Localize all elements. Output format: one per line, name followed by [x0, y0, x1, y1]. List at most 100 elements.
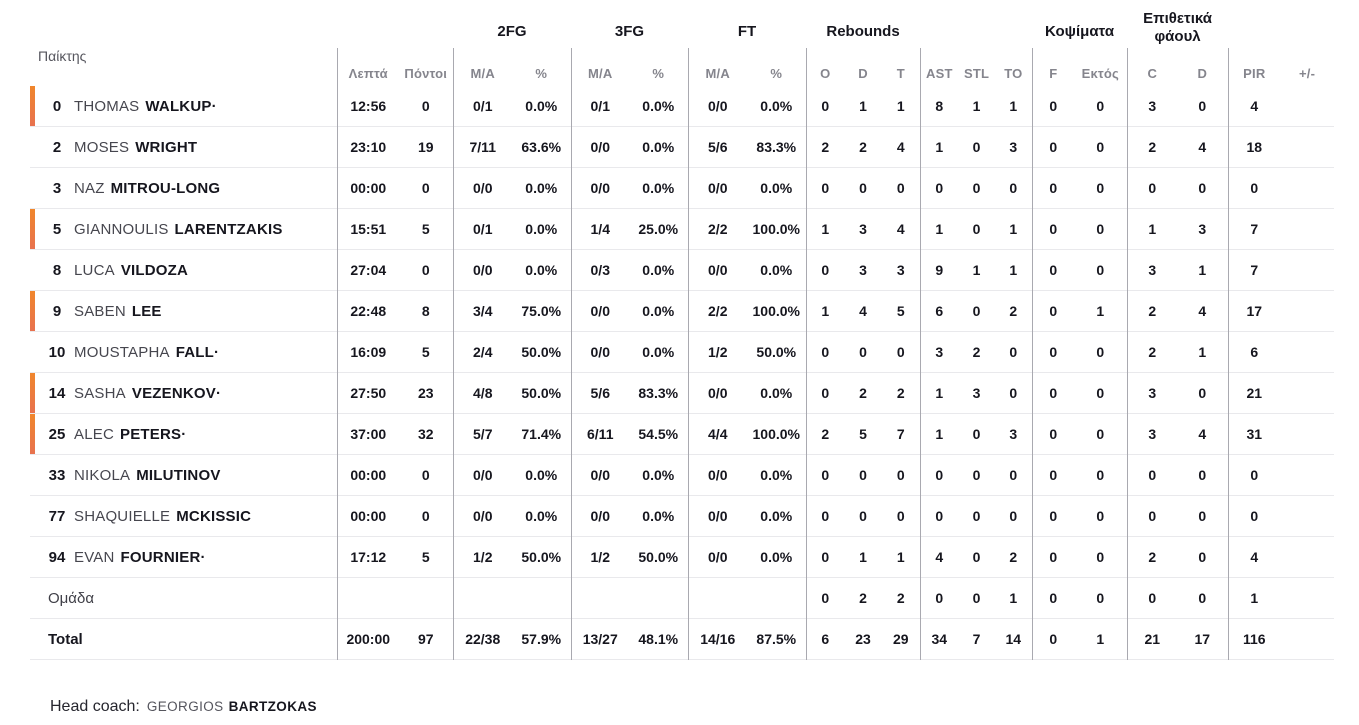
- starter-indicator: [30, 209, 35, 249]
- stat-cell: [1280, 86, 1334, 127]
- stat-cell: [1280, 414, 1334, 455]
- stat-cell: 0: [896, 344, 905, 360]
- stat-cell: 0.0%: [525, 262, 558, 278]
- col-header-steals: STL: [963, 66, 990, 81]
- stat-cell: 0: [972, 139, 981, 155]
- player-first-name: MOSES: [74, 138, 130, 156]
- stat-cell: 0: [1031, 126, 1075, 168]
- stat-cell: 14: [1005, 631, 1022, 647]
- stat-cell: [1280, 455, 1334, 496]
- stat-cell: 0: [1096, 467, 1105, 483]
- stat-cell: 15:51: [336, 208, 399, 250]
- stat-cell: 0: [919, 495, 959, 537]
- player-last-name: MITROU-LONG: [110, 179, 221, 197]
- stat-cell: 25.0%: [638, 221, 679, 237]
- stat-cell: 6: [919, 290, 959, 332]
- player-number: 14: [48, 384, 66, 402]
- stat-cell: 0/0: [687, 249, 747, 291]
- stat-cell: 6/11: [570, 413, 629, 455]
- player-first-name: ALEC: [74, 425, 114, 443]
- player-cell[interactable]: 33 NIKOLA MILUTINOV: [30, 455, 337, 496]
- stat-cell: [1280, 496, 1334, 537]
- stat-cell: 1: [896, 98, 905, 114]
- stat-cell: 0: [1096, 139, 1105, 155]
- player-cell[interactable]: 3 NAZ MITROU-LONG: [30, 168, 337, 209]
- stat-cell: 0: [805, 577, 845, 619]
- stat-cell: 1: [859, 549, 867, 565]
- stat-cell: 0: [1096, 549, 1105, 565]
- stat-cell: [1280, 291, 1334, 332]
- col-header-points: Πόντοι: [404, 66, 448, 81]
- player-last-name: VILDOZA: [120, 261, 189, 279]
- stat-cell: 1: [1009, 221, 1018, 237]
- player-cell[interactable]: 5 GIANNOULIS LARENTZAKIS: [30, 209, 337, 250]
- stat-cell: 1: [919, 208, 959, 250]
- player-number: 94: [48, 548, 66, 566]
- col-header-blocks-against: Εκτός: [1081, 66, 1120, 81]
- stat-cell: 2: [1126, 290, 1178, 332]
- stat-cell: 100.0%: [752, 426, 800, 442]
- player-number: 25: [48, 425, 66, 443]
- stat-cell: 0: [421, 508, 430, 524]
- stat-cell: 0/0: [687, 454, 747, 496]
- player-last-name: MCKISSIC: [176, 507, 252, 525]
- stat-cell: 48.1%: [638, 631, 679, 647]
- stat-cell: 1: [805, 290, 845, 332]
- player-cell[interactable]: 77 SHAQUIELLE MCKISSIC: [30, 496, 337, 537]
- stat-cell: 37:00: [336, 413, 399, 455]
- stat-cell: 0: [919, 167, 959, 209]
- player-cell[interactable]: 14 SASHA VEZENKOV·: [30, 373, 337, 414]
- player-cell[interactable]: 0 THOMAS WALKUP·: [30, 86, 337, 127]
- stat-cell: 0: [1126, 577, 1178, 619]
- stat-cell: [1280, 127, 1334, 168]
- stat-cell: [570, 577, 629, 619]
- stat-cell: 0: [1009, 467, 1018, 483]
- stat-cell: 0: [1227, 495, 1281, 537]
- player-cell[interactable]: 2 MOSES WRIGHT: [30, 127, 337, 168]
- stat-cell: 0/0: [452, 167, 512, 209]
- stat-cell: 4: [1227, 536, 1281, 578]
- stat-cell: 0/0: [570, 454, 629, 496]
- player-first-name: LUCA: [74, 261, 115, 279]
- stat-cell: [1280, 578, 1334, 619]
- stat-cell: 0.0%: [642, 344, 675, 360]
- player-row: 94 EVAN FOURNIER· 17:12 5 1/2 50.0% 1/2 50.0% 0/0…: [30, 536, 1335, 578]
- stat-cell: 0: [421, 262, 430, 278]
- stat-cell: 0/0: [570, 126, 629, 168]
- stat-cell: 00:00: [336, 454, 399, 496]
- stat-cell: 50.0%: [638, 549, 679, 565]
- stat-cell: 2: [1009, 303, 1018, 319]
- stat-cell: 1: [919, 126, 959, 168]
- stat-cell: 0: [1031, 536, 1075, 578]
- stat-cell: 0: [972, 221, 981, 237]
- stat-cell: 0: [919, 454, 959, 496]
- player-cell[interactable]: 9 SABEN LEE: [30, 291, 337, 332]
- player-cell[interactable]: 10 MOUSTAPHA FALL·: [30, 332, 337, 373]
- stat-cell: 54.5%: [638, 426, 679, 442]
- col-header-blocks-favour: F: [1031, 48, 1075, 86]
- player-first-name: SHAQUIELLE: [74, 507, 171, 525]
- stat-cell: 0: [1198, 590, 1207, 606]
- stat-cell: 0: [1009, 180, 1018, 196]
- player-number: 10: [48, 343, 66, 361]
- stat-cell: 8: [919, 86, 959, 127]
- player-number: 2: [52, 138, 62, 156]
- stat-cell: 0: [1031, 618, 1075, 660]
- player-last-name: LEE: [131, 302, 162, 320]
- stat-cell: 0: [896, 467, 905, 483]
- stat-cell: 57.9%: [521, 631, 562, 647]
- stat-cell: 0: [1198, 467, 1207, 483]
- stat-cell: 1/2: [570, 536, 629, 578]
- player-row: 10 MOUSTAPHA FALL· 16:09 5 2/4 50.0% 0/0 0.0% 1/2…: [30, 331, 1335, 373]
- stat-cell: 0: [1031, 577, 1075, 619]
- player-cell[interactable]: 94 EVAN FOURNIER·: [30, 537, 337, 578]
- stat-cell: 0.0%: [642, 467, 675, 483]
- stat-cell: [1280, 209, 1334, 250]
- stat-cell: 6: [805, 618, 845, 660]
- player-cell[interactable]: 25 ALEC PETERS·: [30, 414, 337, 455]
- stat-cell: 2: [1126, 536, 1178, 578]
- player-cell[interactable]: 8 LUCA VILDOZA: [30, 250, 337, 291]
- stat-cell: 0.0%: [525, 180, 558, 196]
- player-last-name: MILUTINOV: [136, 466, 221, 484]
- player-last-name: PETERS·: [120, 425, 187, 443]
